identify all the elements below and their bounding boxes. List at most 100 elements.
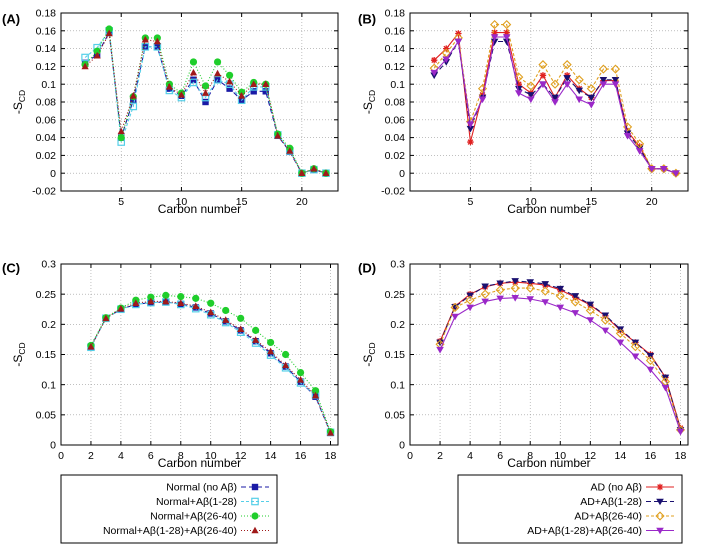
x-axis-label: Carbon number: [158, 202, 241, 216]
y-axis-label-subscript: CD: [367, 342, 377, 354]
legend-swatch-marker: [251, 497, 259, 506]
y-tick-label: 0.04: [385, 132, 406, 144]
data-point: [555, 291, 565, 301]
x-tick-label: 8: [178, 450, 184, 462]
x-tick-label: 10: [554, 450, 566, 462]
panel-A: (A) -0.02 0 0.02 0.04 0.06 0.08 0.1 0.12 0.14 0.16…: [2, 8, 339, 216]
data-point: [502, 38, 511, 46]
panel-label: (C): [2, 261, 20, 276]
series-line: [439, 280, 682, 431]
legend-swatch-marker: [655, 511, 665, 521]
legend-label: AD+Aβ(1-28)+Aβ(26-40): [527, 525, 642, 537]
y-tick-label: 0.18: [385, 8, 406, 20]
data-point: [189, 78, 198, 87]
data-point: [267, 338, 275, 347]
data-point: [525, 283, 535, 293]
data-point: [556, 285, 565, 293]
data-point: [450, 302, 460, 313]
data-point: [222, 316, 230, 323]
series-4: [436, 294, 685, 436]
x-axis-label: Carbon number: [158, 456, 241, 470]
data-point: [514, 72, 524, 82]
data-point: [147, 293, 155, 301]
data-point: [129, 91, 137, 99]
data-point: [117, 127, 125, 135]
y-tick-label: 0.15: [385, 349, 406, 361]
data-point: [192, 294, 200, 302]
data-point: [213, 58, 222, 66]
data-point: [430, 69, 438, 77]
data-point: [296, 369, 305, 377]
data-point: [635, 148, 644, 155]
data-point: [672, 170, 680, 177]
data-point: [451, 304, 459, 311]
legend-box: [60, 474, 278, 544]
data-point: [81, 62, 89, 70]
x-tick-label: 12: [235, 450, 247, 462]
y-tick-label: 0.12: [385, 61, 406, 73]
data-point: [93, 47, 101, 55]
data-point: [165, 83, 173, 90]
y-tick-label: 0.2: [41, 319, 56, 331]
x-tick-label: 10: [525, 196, 537, 208]
y-axis-label: -SCD: [11, 90, 27, 114]
series-2: [436, 278, 685, 434]
data-point: [102, 314, 110, 322]
y-axis-label: -SCD: [361, 90, 377, 114]
data-point: [586, 301, 595, 309]
data-point: [430, 56, 438, 64]
data-point: [117, 304, 125, 312]
x-tick-label: 10: [205, 450, 217, 462]
data-point: [491, 29, 498, 36]
y-tick-label: 0.14: [36, 43, 57, 55]
series-line: [433, 24, 677, 174]
data-point: [296, 376, 305, 383]
x-tick-label: 20: [646, 196, 658, 208]
y-tick-label: 0.08: [36, 97, 57, 109]
series-line: [84, 29, 327, 174]
y-tick-label: 0: [50, 440, 56, 452]
data-point: [575, 96, 584, 104]
y-tick-label: 0.05: [385, 409, 406, 421]
legend-normal: Normal (no Aβ) Normal+Aβ(1-28) Normal+Aβ(2…: [60, 474, 278, 544]
series-4: [87, 297, 335, 436]
x-axis-label: Carbon number: [507, 202, 590, 216]
y-axis-label: -SCD: [11, 342, 27, 366]
data-point: [490, 19, 500, 30]
x-tick-label: 4: [118, 450, 124, 462]
y-tick-label: 0.02: [36, 150, 57, 162]
y-tick-label: 0.18: [36, 8, 57, 20]
data-point: [87, 342, 95, 350]
x-tick-label: 20: [296, 196, 308, 208]
y-axis-label-subscript: CD: [17, 342, 27, 354]
y-tick-label: 0.1: [41, 379, 56, 391]
data-point: [496, 280, 504, 288]
data-point: [570, 297, 580, 307]
data-point: [541, 281, 550, 288]
data-point: [526, 279, 535, 286]
data-point: [556, 304, 565, 312]
panel-D: (D) 0 0.05 0.1 0.15 0.2 0.25 0.3 0 2 4 6 8 10 12 14 16 18…: [358, 259, 689, 470]
data-point: [451, 313, 459, 321]
x-tick-label: 16: [295, 450, 307, 462]
x-tick-label: 14: [615, 450, 627, 462]
data-point: [93, 51, 101, 59]
data-point: [281, 350, 290, 359]
data-point: [510, 283, 520, 293]
y-tick-label: 0.08: [385, 97, 406, 109]
data-point: [599, 81, 608, 88]
y-axis-label-subscript: CD: [367, 90, 377, 102]
data-point: [587, 94, 596, 102]
data-point: [611, 76, 620, 84]
legend-label: Normal+Aβ(1-28): [156, 496, 237, 508]
data-point: [575, 87, 584, 95]
data-point: [286, 147, 294, 154]
data-point: [177, 299, 185, 307]
data-point: [481, 298, 489, 306]
legend-label: Normal (no Aβ): [166, 482, 237, 494]
x-tick-label: 16: [645, 450, 657, 462]
x-tick-label: 5: [468, 196, 474, 208]
data-point: [635, 139, 645, 149]
data-point: [105, 29, 113, 37]
data-point: [466, 121, 475, 129]
